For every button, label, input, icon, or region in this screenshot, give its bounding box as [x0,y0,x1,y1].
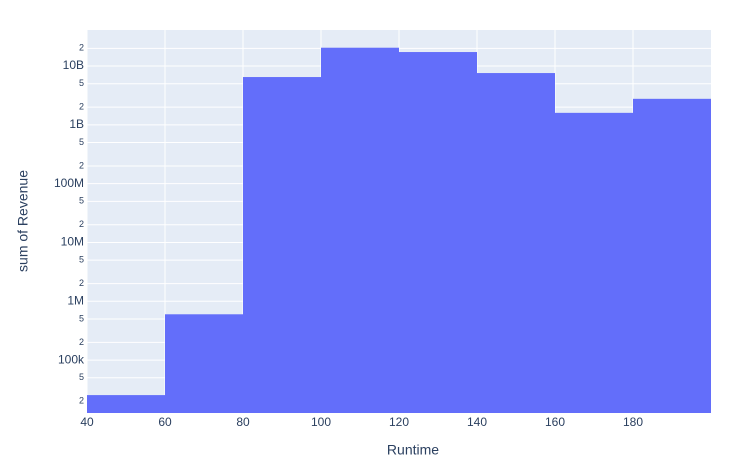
bar [477,73,555,413]
x-tick-label: 140 [467,415,487,429]
x-tick-label: 100 [311,415,331,429]
x-tick-label: 80 [236,415,250,429]
y-tick-label: 2 [79,337,84,347]
y-tick-label: 5 [79,137,84,147]
x-axis-title: Runtime [387,442,439,458]
bar [555,112,633,413]
y-tick-label: 5 [79,196,84,206]
x-tick-label: 120 [389,415,409,429]
y-tick-label: 5 [79,372,84,382]
bar [321,47,399,414]
y-tick-label: 2 [79,219,84,229]
y-tick-label: 2 [79,102,84,112]
x-tick-label: 60 [158,415,172,429]
x-tick-label: 40 [80,415,94,429]
y-tick-label: 5 [79,78,84,88]
y-tick-label: 2 [79,43,84,53]
y-tick-label: 2 [79,160,84,170]
bar [87,395,165,413]
y-tick-label: 2 [79,396,84,406]
y-tick-label: 1M [67,293,84,307]
bar [399,52,477,414]
y-tick-label: 10M [61,235,84,249]
y-tick-label: 5 [79,255,84,265]
y-tick-label: 10B [63,58,84,72]
x-tick-label: 160 [545,415,565,429]
bar [165,314,243,413]
y-tick-label: 100k [58,352,85,366]
bar [243,77,321,414]
x-tick-label: 180 [623,415,643,429]
y-tick-label: 1B [69,117,84,131]
y-tick-label: 5 [79,313,84,323]
y-tick-label: 2 [79,278,84,288]
y-tick-label: 100M [54,176,84,190]
y-axis-title: sum of Revenue [15,170,31,272]
bar [633,98,711,413]
